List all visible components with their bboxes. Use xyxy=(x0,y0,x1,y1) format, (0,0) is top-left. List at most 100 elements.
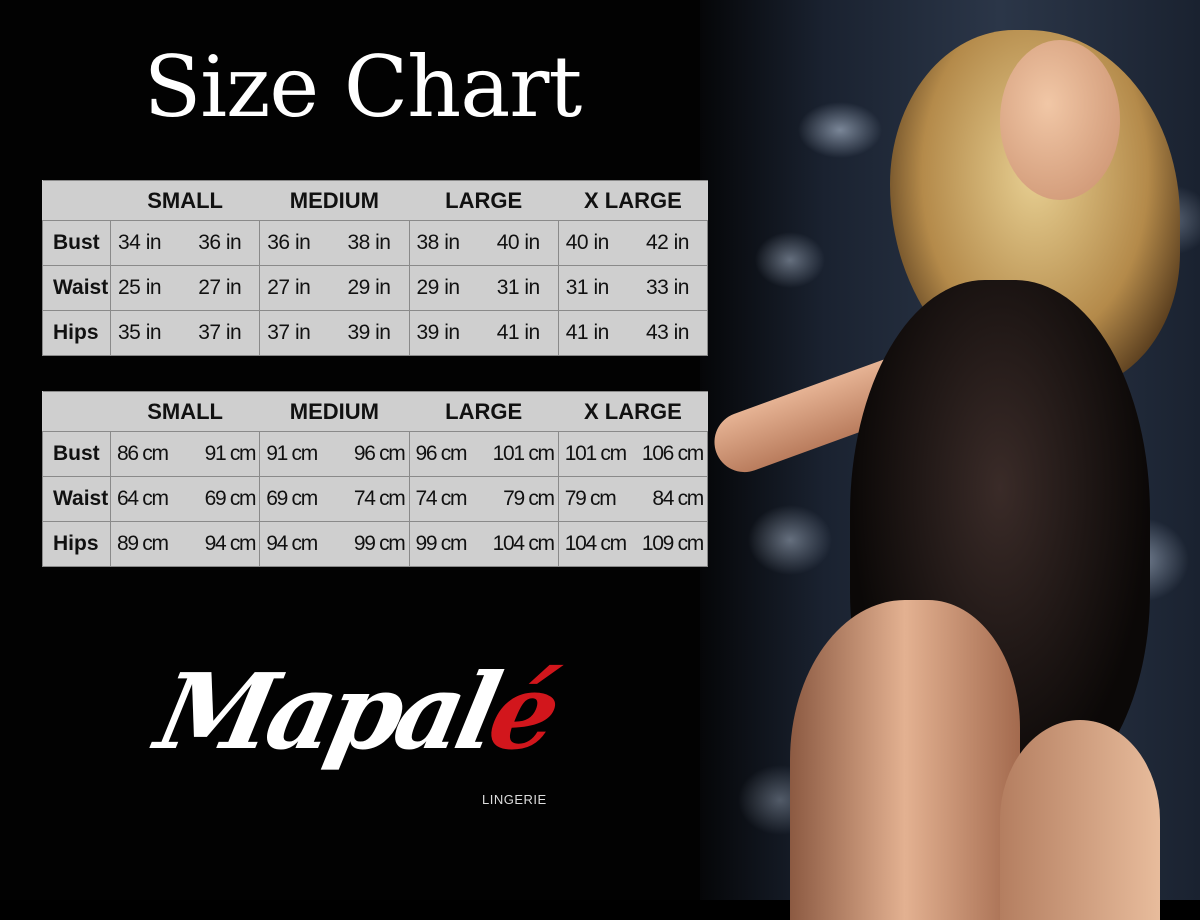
min-value: 38 in xyxy=(416,231,461,254)
min-value: 89 cm xyxy=(117,532,169,555)
model-photo xyxy=(700,0,1200,920)
size-cell: 69 cm 74 cm xyxy=(259,476,410,522)
min-value: 101 cm xyxy=(564,442,627,465)
table-header-row: SMALL MEDIUM LARGE X LARGE xyxy=(42,180,708,221)
page-title: Size Chart xyxy=(143,38,582,136)
max-value: 38 in xyxy=(347,231,391,254)
size-table-cm: SMALL MEDIUM LARGE X LARGE Bust 86 cm 91 c… xyxy=(42,391,709,567)
size-cell: 25 in 27 in xyxy=(109,265,261,311)
logo-subtitle: LINGERIE xyxy=(482,792,547,807)
row-label: Hips xyxy=(42,521,111,567)
min-value: 35 in xyxy=(118,321,162,344)
header-medium: MEDIUM xyxy=(259,391,409,432)
table-header-row: SMALL MEDIUM LARGE X LARGE xyxy=(42,391,708,432)
max-value: 74 cm xyxy=(353,487,406,510)
table-row: Waist 64 cm 69 cm 69 cm 74 cm 74 cm 79 cm 79 cm… xyxy=(42,476,709,522)
min-value: 99 cm xyxy=(415,532,468,555)
min-value: 69 cm xyxy=(266,487,318,510)
max-value: 39 in xyxy=(347,321,391,344)
max-value: 99 cm xyxy=(353,532,406,555)
max-value: 27 in xyxy=(198,276,242,299)
max-value: 101 cm xyxy=(492,442,555,465)
min-value: 34 in xyxy=(118,231,162,254)
row-label: Waist xyxy=(42,265,111,311)
max-value: 43 in xyxy=(645,321,690,344)
row-label: Waist xyxy=(42,476,111,522)
size-cell: 27 in 29 in xyxy=(259,265,410,311)
min-value: 40 in xyxy=(565,231,610,254)
max-value: 94 cm xyxy=(204,532,257,555)
table-row: Bust 34 in 36 in 36 in 38 in 38 in 40 in 40 in 4… xyxy=(42,220,709,266)
max-value: 42 in xyxy=(645,231,690,254)
min-value: 79 cm xyxy=(564,487,617,510)
header-large: LARGE xyxy=(409,391,559,432)
table-row: Hips 89 cm 94 cm 94 cm 99 cm 99 cm 104 cm 104 c… xyxy=(42,521,709,567)
max-value: 31 in xyxy=(496,276,541,299)
size-cell: 35 in 37 in xyxy=(109,310,261,356)
min-value: 37 in xyxy=(267,321,311,344)
size-table-inches: SMALL MEDIUM LARGE X LARGE Bust 34 in 36 i… xyxy=(42,180,709,356)
size-cell: 94 cm 99 cm xyxy=(259,521,410,567)
min-value: 86 cm xyxy=(117,442,169,465)
table-row: Hips 35 in 37 in 37 in 39 in 39 in 41 in 41 in 4… xyxy=(42,310,709,356)
header-xlarge: X LARGE xyxy=(558,391,708,432)
size-cell: 31 in 33 in xyxy=(557,265,709,311)
max-value: 41 in xyxy=(496,321,541,344)
photo-face xyxy=(1000,40,1120,200)
size-cell: 99 cm 104 cm xyxy=(408,521,559,567)
min-value: 41 in xyxy=(565,321,610,344)
min-value: 39 in xyxy=(416,321,461,344)
size-cell: 86 cm 91 cm xyxy=(109,431,261,477)
row-label: Hips xyxy=(42,310,111,356)
photo-leg xyxy=(1000,720,1160,920)
header-empty xyxy=(42,391,111,432)
min-value: 91 cm xyxy=(266,442,318,465)
size-cell: 74 cm 79 cm xyxy=(408,476,559,522)
table-row: Bust 86 cm 91 cm 91 cm 96 cm 96 cm 101 cm 101 c… xyxy=(42,431,709,477)
header-small: SMALL xyxy=(110,180,260,221)
table-row: Waist 25 in 27 in 27 in 29 in 29 in 31 in 31 in… xyxy=(42,265,709,311)
size-cell: 38 in 40 in xyxy=(408,220,559,266)
min-value: 31 in xyxy=(565,276,610,299)
size-cell: 91 cm 96 cm xyxy=(259,431,410,477)
size-cell: 89 cm 94 cm xyxy=(109,521,261,567)
size-cell: 40 in 42 in xyxy=(557,220,709,266)
header-xlarge: X LARGE xyxy=(558,180,708,221)
header-small: SMALL xyxy=(110,391,260,432)
max-value: 79 cm xyxy=(503,487,555,510)
size-cell: 64 cm 69 cm xyxy=(109,476,261,522)
header-empty xyxy=(42,180,111,221)
row-label: Bust xyxy=(42,431,111,477)
min-value: 94 cm xyxy=(266,532,318,555)
max-value: 40 in xyxy=(496,231,541,254)
size-cell: 36 in 38 in xyxy=(259,220,410,266)
min-value: 96 cm xyxy=(415,442,468,465)
min-value: 64 cm xyxy=(117,487,169,510)
size-cell: 37 in 39 in xyxy=(259,310,410,356)
size-cell: 79 cm 84 cm xyxy=(557,476,709,522)
max-value: 106 cm xyxy=(641,442,704,465)
size-cell: 29 in 31 in xyxy=(408,265,559,311)
max-value: 36 in xyxy=(198,231,242,254)
min-value: 104 cm xyxy=(564,532,627,555)
row-label: Bust xyxy=(42,220,111,266)
size-cell: 39 in 41 in xyxy=(408,310,559,356)
size-cell: 96 cm 101 cm xyxy=(408,431,559,477)
max-value: 29 in xyxy=(347,276,391,299)
max-value: 96 cm xyxy=(353,442,406,465)
logo-wordmark: Mapalé xyxy=(147,650,565,773)
size-cell: 104 cm 109 cm xyxy=(557,521,709,567)
photo-leg xyxy=(790,600,1020,920)
size-cell: 101 cm 106 cm xyxy=(557,431,709,477)
max-value: 33 in xyxy=(645,276,690,299)
size-cell: 34 in 36 in xyxy=(109,220,261,266)
logo-text: Mapal xyxy=(146,650,506,773)
min-value: 25 in xyxy=(118,276,162,299)
size-cell: 41 in 43 in xyxy=(557,310,709,356)
min-value: 27 in xyxy=(267,276,311,299)
brand-logo: Mapalé LINGERIE xyxy=(147,650,580,810)
max-value: 84 cm xyxy=(652,487,704,510)
min-value: 74 cm xyxy=(415,487,468,510)
max-value: 69 cm xyxy=(204,487,257,510)
max-value: 37 in xyxy=(198,321,242,344)
